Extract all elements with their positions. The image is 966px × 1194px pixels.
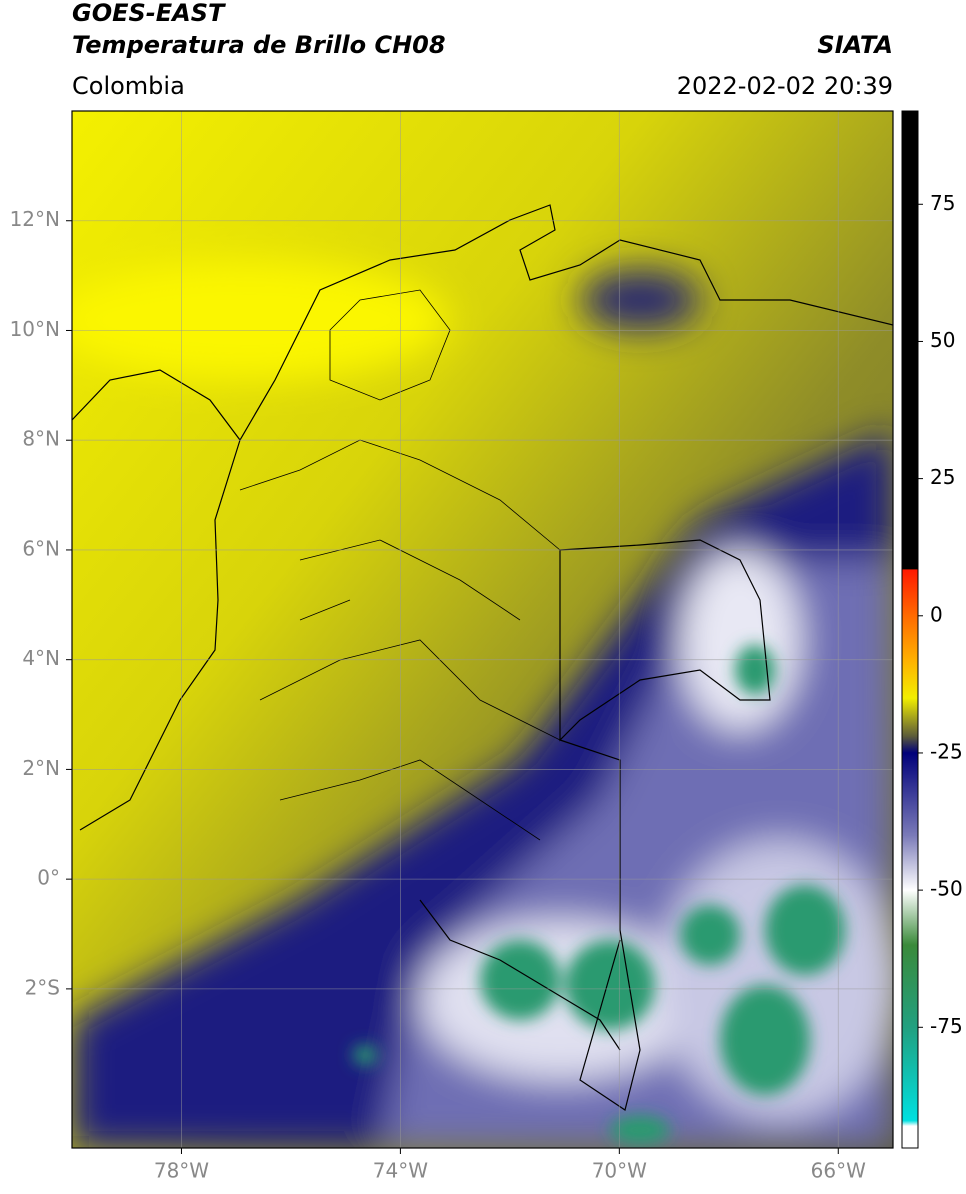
colorbar-tick-label: -75 bbox=[930, 1014, 963, 1038]
title-line2: Temperatura de Brillo CH08 bbox=[72, 31, 446, 59]
colorbar-tick-label: -50 bbox=[930, 877, 963, 901]
x-tick-label: 66°W bbox=[811, 1159, 866, 1183]
y-tick-label: 2°N bbox=[22, 756, 60, 780]
y-tick-label: 10°N bbox=[10, 317, 60, 341]
y-tick-label: 8°N bbox=[22, 427, 60, 451]
y-tick-label: 0° bbox=[37, 866, 60, 890]
y-tick-label: 6°N bbox=[22, 536, 60, 560]
y-tick-label: 2°S bbox=[25, 975, 60, 999]
x-tick-label: 70°W bbox=[592, 1159, 647, 1183]
source: SIATA bbox=[817, 31, 893, 59]
map-frame bbox=[71, 110, 894, 1149]
colorbar-tick-label: 75 bbox=[930, 191, 955, 215]
datetime: 2022-02-02 20:39 bbox=[677, 72, 893, 100]
y-tick-label: 12°N bbox=[10, 207, 60, 231]
colorbar bbox=[901, 110, 919, 1149]
colorbar-tick-label: 50 bbox=[930, 328, 955, 352]
colorbar-tick-label: 0 bbox=[930, 602, 943, 626]
region: Colombia bbox=[72, 72, 185, 100]
y-tick-label: 4°N bbox=[22, 646, 60, 670]
x-tick-label: 78°W bbox=[154, 1159, 209, 1183]
satellite-image bbox=[72, 111, 893, 1148]
title-line1: GOES-EAST bbox=[72, 0, 226, 27]
colorbar-tick-label: -25 bbox=[930, 739, 963, 763]
colorbar-tick-label: 25 bbox=[930, 465, 955, 489]
x-tick-label: 74°W bbox=[373, 1159, 428, 1183]
